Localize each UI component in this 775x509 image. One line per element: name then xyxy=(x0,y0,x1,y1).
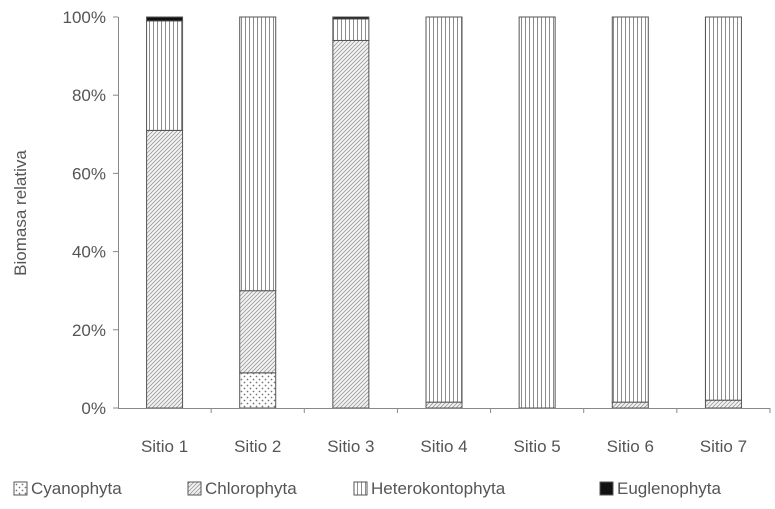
x-tick-label: Sitio 4 xyxy=(420,437,467,456)
x-axis: Sitio 1 Sitio 2 Sitio 3 Sitio 4 Sitio 5 Sitio… xyxy=(118,408,771,456)
y-tick-label: 40% xyxy=(72,243,106,262)
x-tick-label: Sitio 3 xyxy=(327,437,374,456)
bar-segment-heterokontophyta xyxy=(332,18,370,41)
legend-label-chlorophyta: Chlorophyta xyxy=(205,479,297,498)
bar-segment-chlorophyta xyxy=(704,399,742,409)
bar-segment-euglenophyta xyxy=(146,16,184,22)
x-tick-label: Sitio 1 xyxy=(141,437,188,456)
legend-label-heterokontophyta: Heterokontophyta xyxy=(371,479,506,498)
bar-segment-heterokontophyta xyxy=(239,16,277,292)
legend-label-euglenophyta: Euglenophyta xyxy=(617,479,722,498)
y-axis: 0% 20% 40% 60% 80% 100% xyxy=(63,8,119,418)
bars-group xyxy=(146,16,742,409)
bar-segment-chlorophyta xyxy=(146,129,184,409)
x-tick-label: Sitio 5 xyxy=(514,437,561,456)
bar-segment-euglenophyta xyxy=(332,16,370,20)
bar-segment-chlorophyta xyxy=(239,290,277,374)
legend-swatch-heterokontophyta xyxy=(353,481,368,496)
legend-swatch-chlorophyta xyxy=(187,481,202,496)
bar-segment-chlorophyta xyxy=(425,401,463,409)
bar-segment-heterokontophyta xyxy=(611,16,649,403)
bar-segment-heterokontophyta xyxy=(518,16,556,409)
x-tick-label: Sitio 7 xyxy=(700,437,747,456)
legend-swatch-cyanophyta xyxy=(13,481,28,496)
legend-label-cyanophyta: Cyanophyta xyxy=(31,479,122,498)
x-tick-label: Sitio 6 xyxy=(607,437,654,456)
bar-segment-heterokontophyta xyxy=(425,16,463,403)
bar-segment-chlorophyta xyxy=(611,401,649,409)
legend: Cyanophyta Chlorophyta Heterokontophyta Eug… xyxy=(13,479,722,498)
y-tick-label: 60% xyxy=(72,164,106,183)
y-tick-label: 0% xyxy=(81,399,106,418)
legend-swatch-euglenophyta xyxy=(599,481,614,496)
bar-segment-heterokontophyta xyxy=(704,16,742,401)
y-tick-label: 20% xyxy=(72,321,106,340)
bar-segment-cyanophyta xyxy=(239,372,277,409)
y-tick-label: 80% xyxy=(72,86,106,105)
x-tick-label: Sitio 2 xyxy=(234,437,281,456)
bar-segment-heterokontophyta xyxy=(146,20,184,131)
y-tick-label: 100% xyxy=(63,8,106,27)
y-axis-label: Biomasa relativa xyxy=(11,150,30,276)
bar-segment-chlorophyta xyxy=(332,39,370,409)
